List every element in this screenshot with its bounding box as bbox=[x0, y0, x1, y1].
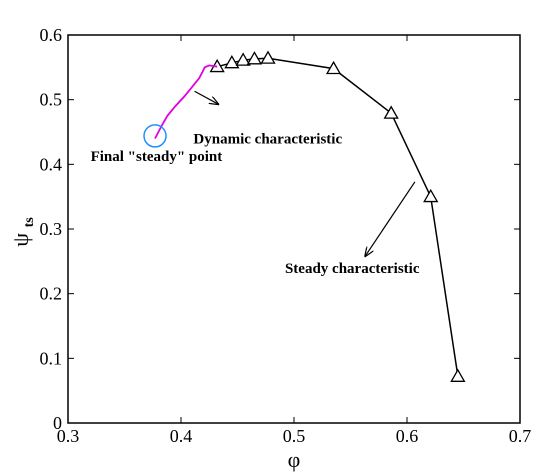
annotation-label: Dynamic characteristic bbox=[193, 132, 342, 148]
y-tick-label: 0.4 bbox=[40, 154, 63, 174]
annotation-arrow bbox=[194, 90, 219, 104]
series-layer bbox=[154, 50, 466, 382]
data-point-marker bbox=[260, 50, 276, 64]
x-tick-label: 0.7 bbox=[509, 426, 532, 446]
x-tick-label: 0.5 bbox=[283, 426, 306, 446]
annotation-label: Final "steady" point bbox=[91, 149, 223, 165]
y-axis-label: ψ ts bbox=[8, 217, 37, 247]
data-point-marker bbox=[450, 368, 466, 382]
y-tick-label: 0.5 bbox=[40, 90, 63, 110]
y-tick-label: 0 bbox=[53, 413, 62, 433]
y-tick-label: 0.3 bbox=[40, 219, 63, 239]
x-tick-label: 0.6 bbox=[396, 426, 419, 446]
y-tick-label: 0.2 bbox=[40, 284, 63, 304]
ticks: 0.3 0.4 0.5 0.6 0.7 0 0.1 0.2 0.3 0.4 0.5 0.6 bbox=[40, 25, 532, 446]
data-point-marker bbox=[246, 51, 263, 65]
steady-characteristic-line bbox=[217, 57, 459, 377]
plot-frame bbox=[67, 34, 521, 424]
svg-text:ψ ts: ψ ts bbox=[8, 217, 37, 247]
dynamic-characteristic-line bbox=[154, 64, 218, 139]
x-tick-label: 0.3 bbox=[57, 426, 80, 446]
y-tick-label: 0.6 bbox=[40, 25, 63, 45]
data-point-marker bbox=[383, 105, 399, 119]
y-axis-label-main: ψ bbox=[8, 233, 33, 247]
data-point-marker bbox=[224, 54, 240, 69]
x-tick-label: 0.4 bbox=[170, 426, 193, 446]
annotation-label: Steady characteristic bbox=[285, 261, 420, 277]
data-point-marker bbox=[235, 52, 251, 66]
final-steady-point-circle bbox=[143, 124, 167, 148]
data-point-marker bbox=[423, 188, 439, 203]
x-axis-label: φ bbox=[288, 447, 301, 472]
y-axis-label-subscript: ts bbox=[22, 217, 37, 228]
y-tick-label: 0.1 bbox=[40, 348, 63, 368]
data-point-marker bbox=[325, 60, 342, 75]
annotation-arrow bbox=[365, 181, 416, 256]
